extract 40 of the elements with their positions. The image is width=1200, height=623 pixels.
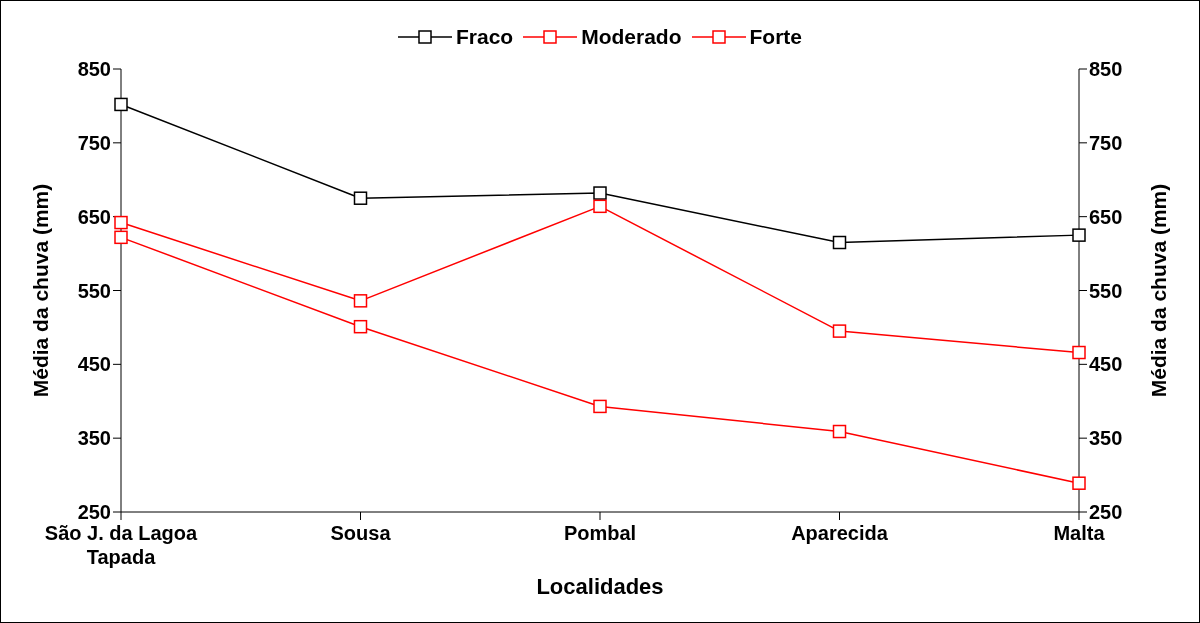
legend-label: Fraco xyxy=(455,25,514,49)
x-tick-label: Aparecida xyxy=(791,522,889,544)
point xyxy=(832,424,847,439)
x-axis-title: Localidades xyxy=(536,574,664,599)
legend-label: Forte xyxy=(749,25,803,49)
y-tick-label: 850 xyxy=(77,58,111,81)
y2-tick-label: 250 xyxy=(1089,501,1123,524)
point xyxy=(114,215,128,230)
point xyxy=(1072,476,1086,490)
y2-tick-label: 550 xyxy=(1089,279,1123,302)
point xyxy=(353,191,368,205)
y-tick-label: 750 xyxy=(77,131,111,154)
y2-tick-label: 750 xyxy=(1089,131,1123,154)
point xyxy=(353,294,368,308)
point xyxy=(1072,228,1086,242)
point xyxy=(832,235,847,250)
legend-label: Moderado xyxy=(581,25,682,49)
y-tick-label: 650 xyxy=(77,205,111,228)
point xyxy=(353,319,368,334)
point xyxy=(1072,345,1086,360)
point xyxy=(832,324,847,338)
y2-tick-label: 450 xyxy=(1089,353,1123,376)
point xyxy=(114,230,128,245)
point xyxy=(593,186,607,200)
y2-tick-label: 850 xyxy=(1089,58,1123,81)
y-tick-label: 450 xyxy=(77,353,111,376)
x-tick-label: Sousa xyxy=(330,522,392,544)
point xyxy=(593,399,607,414)
point xyxy=(114,97,128,112)
x-tick-label: Malta xyxy=(1053,522,1106,544)
y-axis-title: Média da chuva (mm) xyxy=(29,183,53,398)
point xyxy=(593,199,607,214)
x-tick-label: Pombal xyxy=(563,522,637,544)
y-tick-label: 550 xyxy=(77,279,111,302)
y-tick-label: 350 xyxy=(77,427,111,450)
y2-tick-label: 650 xyxy=(1089,205,1123,228)
x-tick-label: São J. da Lagoa Tapada xyxy=(44,522,199,568)
y2-axis-title: Média da chuva (mm) xyxy=(1147,183,1171,398)
y2-tick-label: 350 xyxy=(1089,427,1123,450)
y-tick-label: 250 xyxy=(77,501,111,524)
